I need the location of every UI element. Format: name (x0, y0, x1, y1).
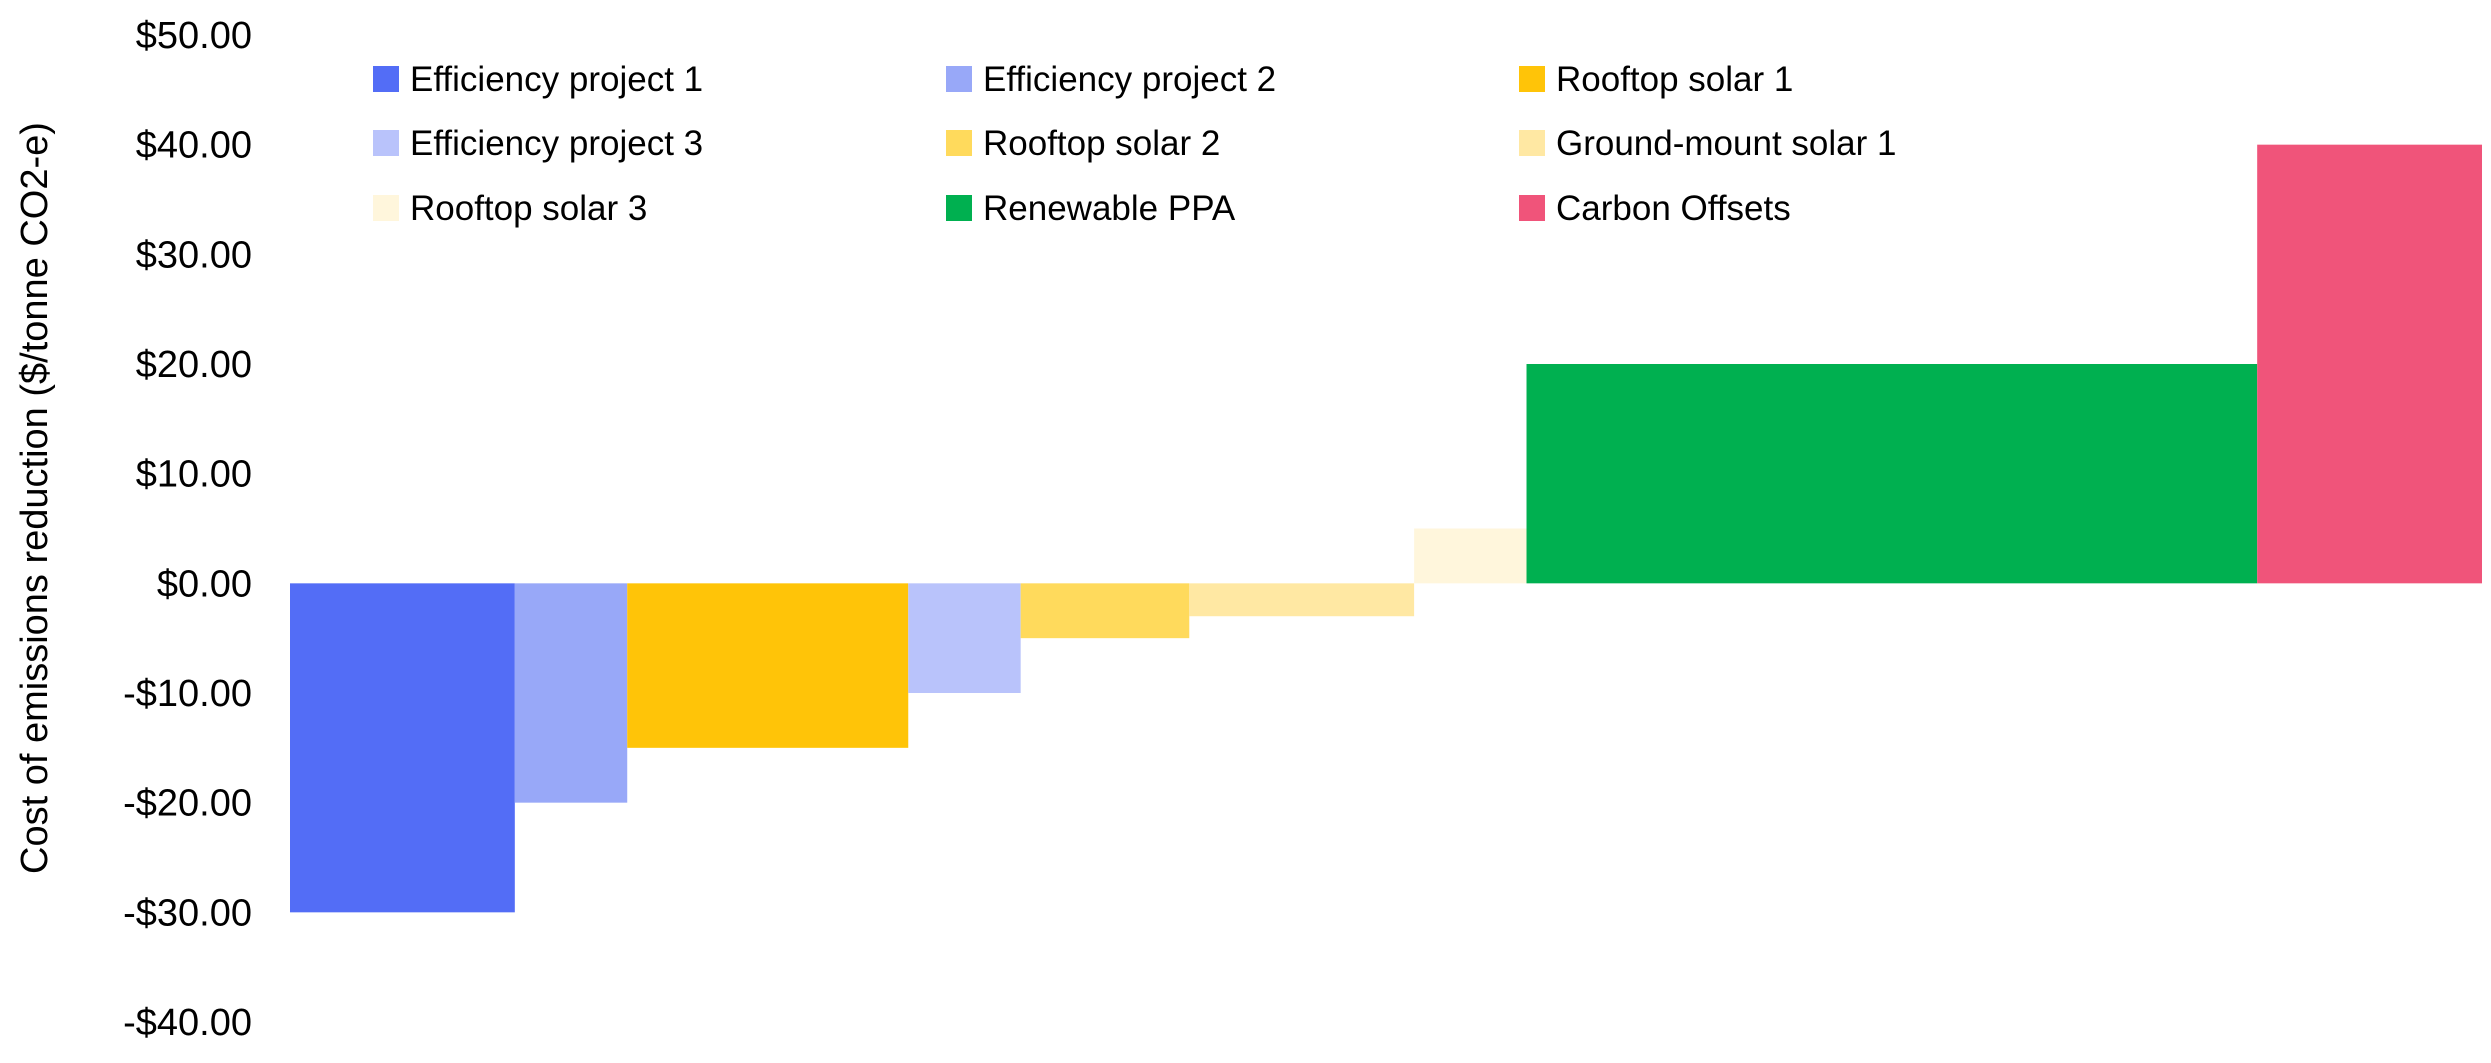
bar-rooftop-solar-1 (627, 583, 909, 748)
legend-item: Rooftop solar 1 (1519, 60, 1793, 99)
y-tick-label: $10.00 (136, 454, 252, 496)
y-tick-label: $20.00 (136, 344, 252, 386)
legend-label: Ground-mount solar 1 (1556, 124, 1896, 163)
legend-item: Renewable PPA (946, 189, 1236, 228)
legend-label: Efficiency project 1 (410, 60, 703, 99)
bar-rooftop-solar-2 (1020, 583, 1190, 639)
legend-label: Efficiency project 2 (983, 60, 1276, 99)
y-tick-label: -$20.00 (123, 783, 252, 825)
legend-swatch (1519, 66, 1545, 92)
legend-label: Rooftop solar 1 (1556, 60, 1793, 99)
y-tick-label: $40.00 (136, 125, 252, 167)
y-tick-label: -$40.00 (123, 1002, 252, 1044)
legend-item: Efficiency project 3 (373, 124, 703, 163)
legend-label: Efficiency project 3 (410, 124, 703, 163)
y-tick-label: $0.00 (157, 563, 252, 605)
legend-swatch (946, 130, 972, 156)
y-axis: $50.00 $40.00 $30.00 $20.00 $10.00 $0.00 -$10.… (123, 15, 252, 1044)
bar-ground-mount-solar-1 (1189, 583, 1415, 617)
legend-label: Rooftop solar 3 (410, 189, 647, 228)
legend-swatch (1519, 195, 1545, 221)
y-tick-label: -$30.00 (123, 892, 252, 934)
legend-item: Rooftop solar 2 (946, 124, 1220, 163)
bar-efficiency-project-1 (290, 583, 515, 913)
legend-swatch (1519, 130, 1545, 156)
legend-swatch (373, 130, 399, 156)
legend-label: Renewable PPA (983, 189, 1236, 228)
legend-item: Efficiency project 1 (373, 60, 703, 99)
bar-renewable-ppa (1526, 364, 2258, 584)
y-tick-label: -$10.00 (123, 673, 252, 715)
bar-carbon-offsets (2257, 144, 2482, 584)
bar-rooftop-solar-3 (1414, 528, 1527, 584)
bar-efficiency-project-2 (514, 583, 628, 803)
legend-label: Rooftop solar 2 (983, 124, 1220, 163)
legend-item: Ground-mount solar 1 (1519, 124, 1896, 163)
y-axis-title: Cost of emissions reduction ($/tonne CO2… (14, 122, 56, 874)
legend-swatch (373, 195, 399, 221)
legend-item: Carbon Offsets (1519, 189, 1791, 228)
legend-swatch (946, 195, 972, 221)
legend-swatch (946, 66, 972, 92)
bars-group (290, 144, 2482, 913)
legend: Efficiency project 1 Efficiency project 2… (373, 60, 1896, 228)
bar-efficiency-project-3 (908, 583, 1021, 693)
legend-swatch (373, 66, 399, 92)
legend-item: Efficiency project 2 (946, 60, 1276, 99)
legend-item: Rooftop solar 3 (373, 189, 647, 228)
y-tick-label: $30.00 (136, 234, 252, 276)
legend-label: Carbon Offsets (1556, 189, 1791, 228)
y-tick-label: $50.00 (136, 15, 252, 57)
